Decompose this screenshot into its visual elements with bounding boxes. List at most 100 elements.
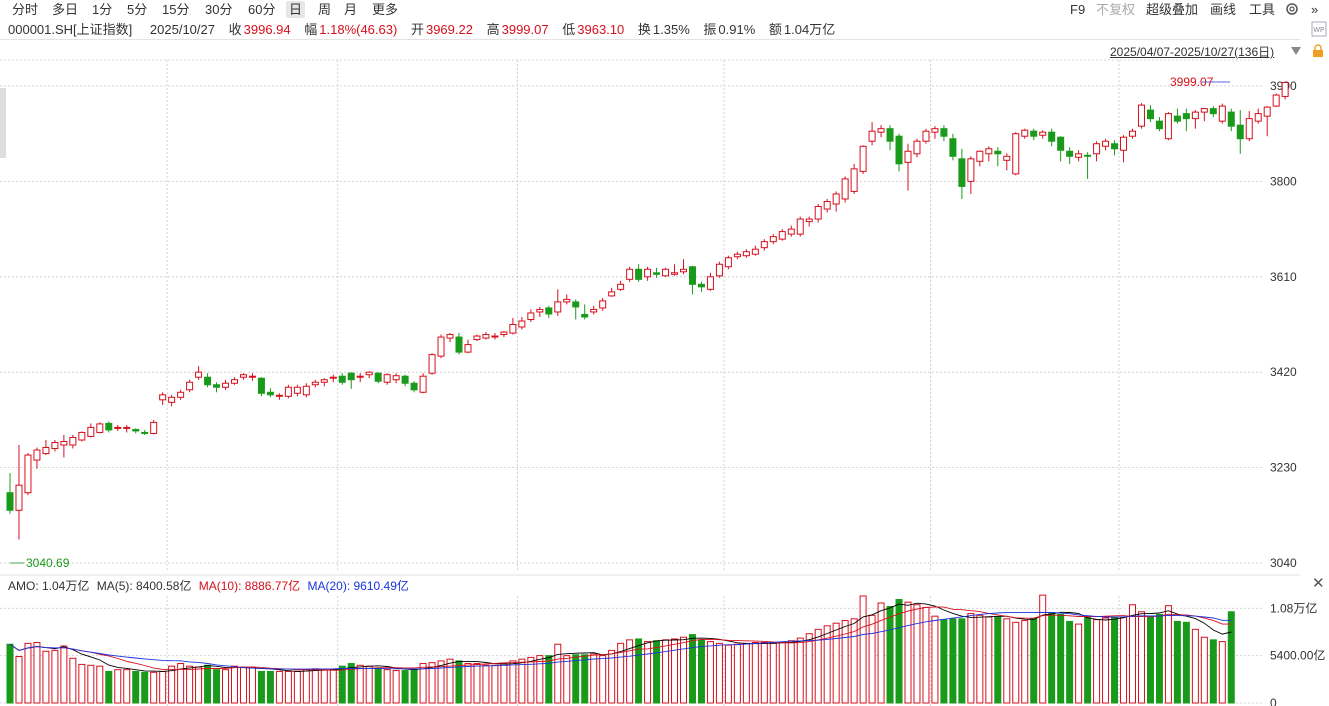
- volume-bar: [204, 664, 212, 704]
- period-tab-day[interactable]: 日: [286, 1, 306, 18]
- period-tab-15min[interactable]: 15分: [162, 2, 190, 17]
- candle: [446, 333, 454, 343]
- period-tab-1min[interactable]: 1分: [92, 2, 113, 17]
- candle-body: [958, 158, 966, 187]
- volume-bar: [473, 663, 481, 704]
- volume-bar: [1173, 620, 1181, 704]
- volume-bar: [33, 641, 41, 704]
- candle: [1093, 141, 1101, 162]
- candle: [428, 353, 436, 375]
- candle-body: [572, 301, 580, 308]
- volume-axis: 1.08万亿 5400.00亿 0: [1270, 600, 1325, 706]
- candle-body: [1254, 113, 1262, 122]
- candle-body: [814, 206, 822, 220]
- volume-bar: [419, 663, 427, 704]
- candle: [608, 287, 616, 297]
- candle: [159, 392, 167, 405]
- candle: [599, 297, 607, 311]
- candle-body: [545, 307, 553, 315]
- candle: [1075, 150, 1083, 162]
- volume-bar: [886, 606, 894, 704]
- candle-body: [1164, 113, 1172, 140]
- candle-body: [1039, 131, 1047, 136]
- volume-bar: [509, 660, 517, 704]
- candle-body: [536, 308, 544, 313]
- candle-body: [877, 128, 885, 133]
- period-tab-multiday[interactable]: 多日: [52, 2, 79, 17]
- period-tab-60min[interactable]: 60分: [248, 2, 276, 17]
- volume-bar: [527, 656, 535, 704]
- volume-bar: [994, 616, 1002, 704]
- super-overlay-button[interactable]: 超级叠加: [1146, 2, 1199, 17]
- period-tab-30min[interactable]: 30分: [205, 2, 233, 17]
- candle: [1146, 105, 1154, 123]
- candle: [778, 229, 786, 241]
- volume-bar: [940, 619, 948, 704]
- period-tab-week[interactable]: 周: [318, 2, 332, 17]
- candle-body: [1182, 113, 1190, 120]
- candle: [24, 453, 32, 496]
- candle: [302, 383, 310, 398]
- settings-gear-icon[interactable]: [1284, 1, 1300, 17]
- candle: [1218, 103, 1226, 124]
- volume-bar: [42, 650, 50, 704]
- candle-body: [805, 218, 813, 223]
- candle-body: [841, 178, 849, 200]
- candle: [715, 261, 723, 278]
- volume-bar: [132, 670, 140, 704]
- candle: [231, 377, 238, 385]
- volume-ma10-line: [9, 606, 1232, 671]
- period-tab-more[interactable]: 更多: [372, 2, 399, 17]
- period-tab-5min[interactable]: 5分: [127, 2, 148, 17]
- amplitude-label: 振: [703, 22, 717, 37]
- double-chevron-right-icon[interactable]: »: [1311, 2, 1319, 17]
- change-value: 1.18%(46.63): [319, 22, 398, 37]
- triangle-down-icon[interactable]: [1290, 46, 1302, 56]
- volume-bar: [455, 660, 463, 704]
- volume-bar: [778, 641, 786, 704]
- volume-bar: [1084, 616, 1092, 704]
- extreme-markers: 3999.07 3040.69: [10, 75, 1230, 570]
- left-scroll-handle[interactable]: [0, 88, 6, 158]
- f9-button[interactable]: F9: [1070, 2, 1086, 17]
- candle-body: [1263, 106, 1271, 117]
- volume-bar: [1137, 611, 1145, 704]
- close-icon[interactable]: ✕: [1312, 575, 1325, 592]
- candle-body: [320, 379, 328, 383]
- candle: [1102, 138, 1110, 151]
- low-label: 低: [562, 22, 576, 37]
- volume-bar: [733, 643, 741, 704]
- volume-bar: [518, 658, 526, 704]
- candle: [1200, 108, 1208, 122]
- candle: [913, 138, 921, 158]
- tools-button[interactable]: 工具: [1249, 2, 1276, 17]
- volume-bar: [195, 666, 203, 704]
- volume-bar: [706, 641, 714, 704]
- candle-body: [392, 375, 400, 381]
- volume-bar: [715, 642, 723, 704]
- candle-body: [850, 168, 858, 192]
- draw-line-button[interactable]: 画线: [1210, 2, 1237, 17]
- candle: [1245, 111, 1253, 142]
- volume-bar: [697, 639, 705, 704]
- candle-body: [1155, 120, 1163, 130]
- candle-body: [751, 248, 759, 255]
- candle: [653, 267, 661, 278]
- candle-body: [769, 236, 777, 243]
- candle: [1129, 128, 1136, 139]
- lock-icon[interactable]: [1311, 44, 1325, 58]
- quote-info-bar: 000001.SH[上证指数] 2025/10/27 收 3996.94 幅 1.1…: [8, 21, 837, 39]
- date-range-selector[interactable]: 2025/04/07-2025/10/27(136日): [1110, 45, 1275, 59]
- price-tick-label: 3800: [1270, 174, 1297, 188]
- volume-bar: [383, 669, 391, 704]
- candle: [500, 331, 508, 338]
- candle: [284, 384, 292, 399]
- period-tab-timeshare[interactable]: 分时: [12, 2, 39, 17]
- volume-ma5-line: [9, 602, 1232, 672]
- candle: [976, 150, 984, 167]
- candle-body: [114, 426, 122, 429]
- volume-bar: [1093, 619, 1101, 704]
- no-adjust-button[interactable]: 不复权: [1096, 2, 1136, 17]
- period-tab-month[interactable]: 月: [344, 2, 358, 17]
- amo-value: AMO: 1.04万亿: [8, 579, 90, 593]
